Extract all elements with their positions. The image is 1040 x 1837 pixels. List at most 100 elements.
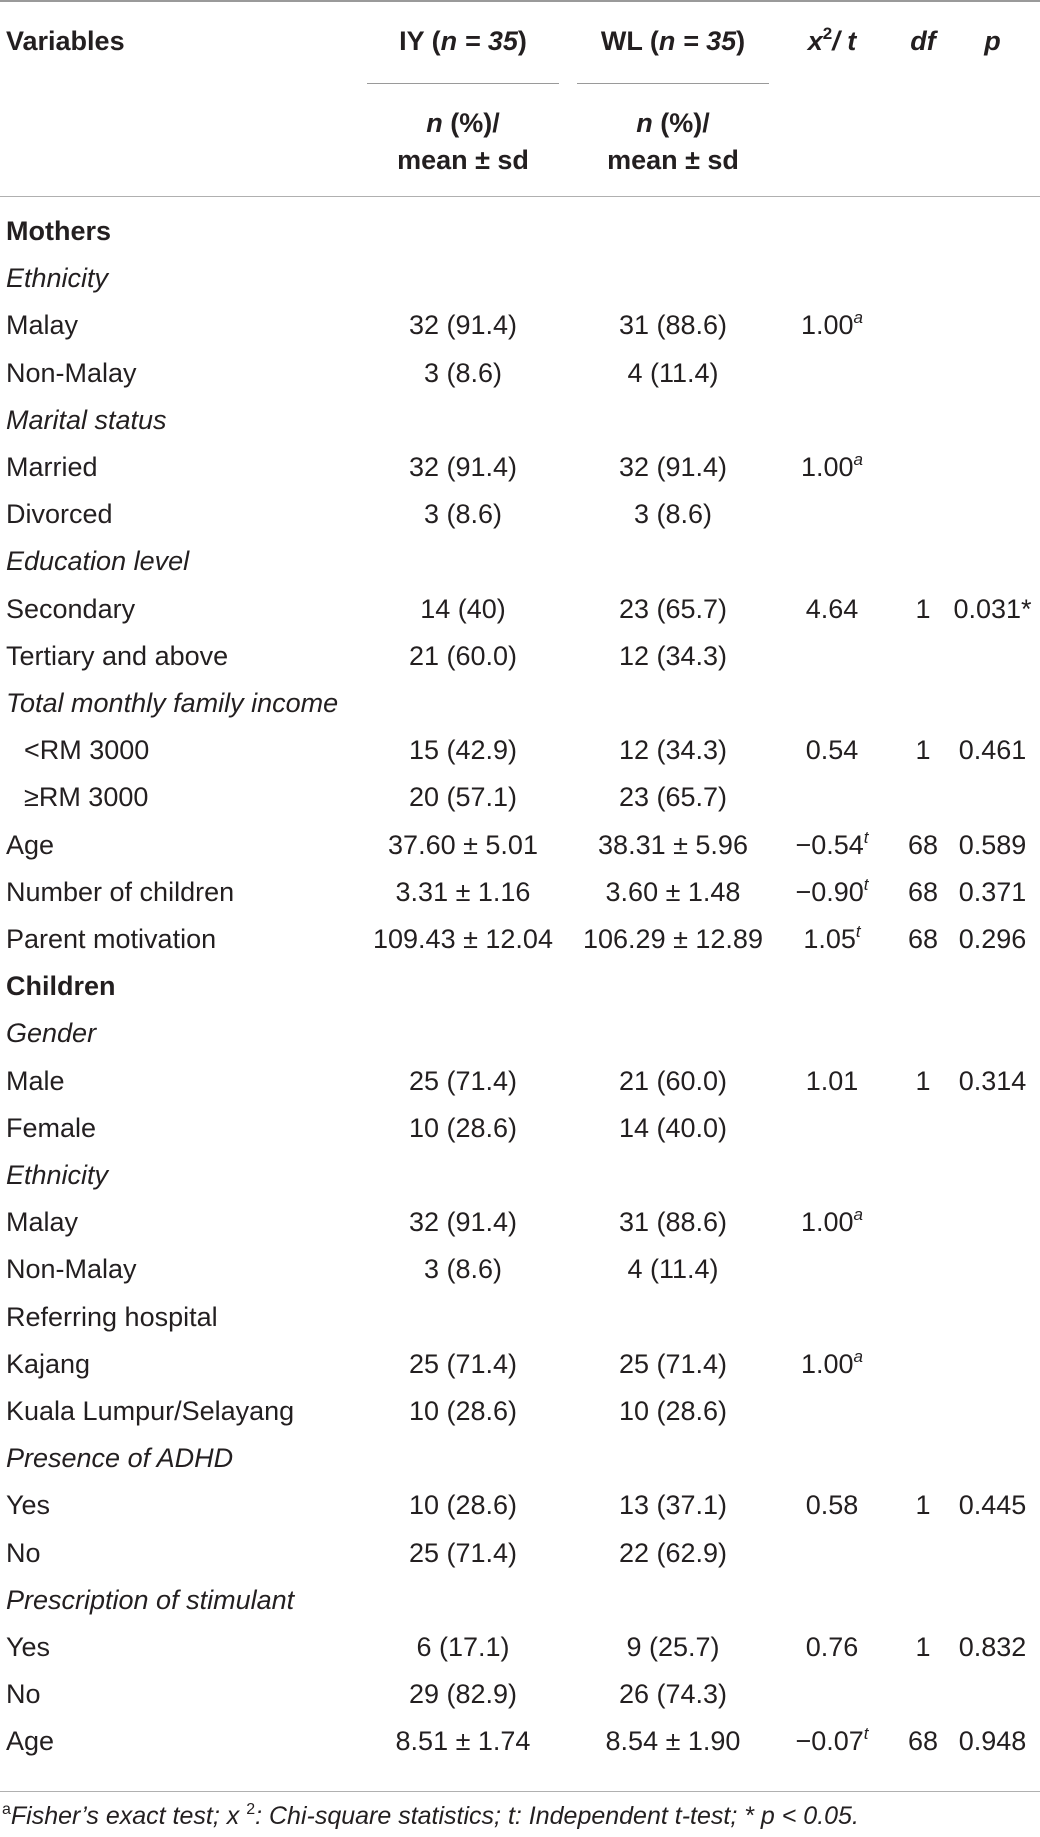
cell-stat: 0.54 bbox=[770, 733, 894, 767]
top-rule bbox=[0, 0, 1040, 2]
cell-p: 0.589 bbox=[958, 830, 1027, 860]
row-label: ≥RM 3000 bbox=[24, 782, 149, 812]
stat-value: 0.58 bbox=[805, 1490, 859, 1520]
cell-iy: 21 (60.0) bbox=[408, 641, 518, 671]
cell-stat: 4.64 bbox=[770, 592, 894, 626]
stat-superscript: a bbox=[853, 308, 864, 327]
category-label: Ethnicity bbox=[6, 263, 109, 293]
cell-iy: 10 (28.6) bbox=[408, 1396, 518, 1426]
cell-df: 68 bbox=[907, 1726, 939, 1756]
row-label: Kajang bbox=[6, 1349, 91, 1379]
section-heading: Children bbox=[6, 971, 116, 1001]
row-label: Kuala Lumpur/Selayang bbox=[6, 1396, 295, 1426]
cell-p: 0.948 bbox=[958, 1726, 1027, 1756]
header-iy-sub-2: mean ± sd bbox=[397, 145, 529, 175]
cell-wl: 106.29 ± 12.89 bbox=[583, 924, 763, 954]
cell-wl: 3 (8.6) bbox=[633, 499, 713, 529]
stat-value: 0.76 bbox=[805, 1632, 859, 1662]
cell-stat: 1.00a bbox=[770, 308, 894, 342]
cell-iy: 32 (91.4) bbox=[408, 452, 518, 482]
cell-iy: 10 (28.6) bbox=[408, 1113, 518, 1143]
stat-superscript: t bbox=[863, 1724, 869, 1743]
cell-iy: 32 (91.4) bbox=[408, 310, 518, 340]
category-label: Presence of ADHD bbox=[6, 1443, 234, 1473]
cell-iy: 25 (71.4) bbox=[408, 1349, 518, 1379]
header-wl-sub-rest: (%)/ bbox=[652, 108, 710, 138]
header-wl: WL (n = 35) bbox=[600, 26, 746, 56]
cell-iy: 3 (8.6) bbox=[423, 358, 503, 388]
stat-superscript: t bbox=[863, 875, 869, 894]
row-label: Non-Malay bbox=[6, 358, 137, 388]
cell-wl: 31 (88.6) bbox=[618, 1207, 728, 1237]
bottom-rule bbox=[0, 1791, 1040, 1792]
cell-stat: 1.00a bbox=[770, 450, 894, 484]
cell-wl: 38.31 ± 5.96 bbox=[598, 830, 748, 860]
stat-value: 1.00 bbox=[800, 1349, 854, 1379]
category-label: Ethnicity bbox=[6, 1160, 109, 1190]
cell-stat: 0.58 bbox=[770, 1488, 894, 1522]
cell-iy: 3 (8.6) bbox=[423, 1254, 503, 1284]
cell-df: 1 bbox=[915, 1632, 931, 1662]
row-label: No bbox=[6, 1679, 41, 1709]
cell-df: 1 bbox=[915, 1490, 931, 1520]
header-wl-sub-n: n bbox=[636, 108, 653, 138]
cell-wl: 25 (71.4) bbox=[618, 1349, 728, 1379]
header-wl-sub-2: mean ± sd bbox=[607, 145, 739, 175]
cell-wl: 9 (25.7) bbox=[626, 1632, 720, 1662]
cell-iy: 10 (28.6) bbox=[408, 1490, 518, 1520]
cell-stat: 1.00a bbox=[770, 1347, 894, 1381]
row-label: Non-Malay bbox=[6, 1254, 137, 1284]
stat-value: −0.07 bbox=[795, 1726, 864, 1756]
stat-superscript: t bbox=[863, 828, 869, 847]
cell-stat: 1.05t bbox=[770, 922, 894, 956]
category-label: Prescription of stimulant bbox=[6, 1585, 295, 1615]
category-label: Marital status bbox=[6, 405, 167, 435]
cell-iy: 3 (8.6) bbox=[423, 499, 503, 529]
cell-iy: 32 (91.4) bbox=[408, 1207, 518, 1237]
stat-superscript: a bbox=[853, 450, 864, 469]
cell-iy: 6 (17.1) bbox=[416, 1632, 510, 1662]
cell-iy: 20 (57.1) bbox=[408, 782, 518, 812]
cell-p: 0.832 bbox=[958, 1632, 1027, 1662]
header-wl-n: n = 35 bbox=[658, 26, 737, 56]
cell-iy: 8.51 ± 1.74 bbox=[395, 1726, 531, 1756]
row-label: Tertiary and above bbox=[6, 641, 229, 671]
row-label: Parent motivation bbox=[6, 924, 217, 954]
footnote-part2: : Chi-square statistics; t: Independent … bbox=[255, 1802, 859, 1830]
footnote-sq: 2 bbox=[246, 1801, 256, 1818]
stat-superscript: a bbox=[853, 1205, 864, 1224]
cell-p: 0.296 bbox=[958, 924, 1027, 954]
cell-p: 0.371 bbox=[958, 877, 1027, 907]
header-iy-sub-n: n bbox=[426, 108, 443, 138]
stat-superscript: a bbox=[853, 1347, 864, 1366]
cell-iy: 15 (42.9) bbox=[408, 735, 518, 765]
cell-wl: 4 (11.4) bbox=[627, 1254, 719, 1284]
cell-wl: 26 (74.3) bbox=[618, 1679, 728, 1709]
cell-p: 0.461 bbox=[958, 735, 1027, 765]
cell-wl: 31 (88.6) bbox=[618, 310, 728, 340]
row-label: Male bbox=[6, 1066, 65, 1096]
cell-wl: 13 (37.1) bbox=[618, 1490, 728, 1520]
cell-iy: 3.31 ± 1.16 bbox=[395, 877, 531, 907]
header-p: p bbox=[984, 26, 1001, 56]
header-wl-name: WL bbox=[600, 26, 643, 56]
row-label: Yes bbox=[6, 1632, 51, 1662]
header-stat-sup: 2 bbox=[822, 24, 833, 43]
cell-df: 1 bbox=[915, 1066, 931, 1096]
cell-iy: 37.60 ± 5.01 bbox=[388, 830, 538, 860]
cell-wl: 4 (11.4) bbox=[627, 358, 719, 388]
row-label: Age bbox=[6, 830, 55, 860]
cell-wl: 12 (34.3) bbox=[618, 735, 728, 765]
stat-value: 0.54 bbox=[805, 735, 859, 765]
footnote: aFisher’s exact test; x 2: Chi-square st… bbox=[2, 1800, 859, 1832]
wl-group-rule bbox=[577, 83, 769, 84]
row-label: Married bbox=[6, 452, 98, 482]
header-stat-t: / t bbox=[832, 26, 857, 56]
stat-value: 1.00 bbox=[800, 452, 854, 482]
cell-stat: −0.54t bbox=[770, 828, 894, 862]
stat-value: 4.64 bbox=[805, 594, 859, 624]
row-label: Secondary bbox=[6, 594, 136, 624]
cell-stat: 1.01 bbox=[770, 1064, 894, 1098]
category-label: Gender bbox=[6, 1018, 97, 1048]
